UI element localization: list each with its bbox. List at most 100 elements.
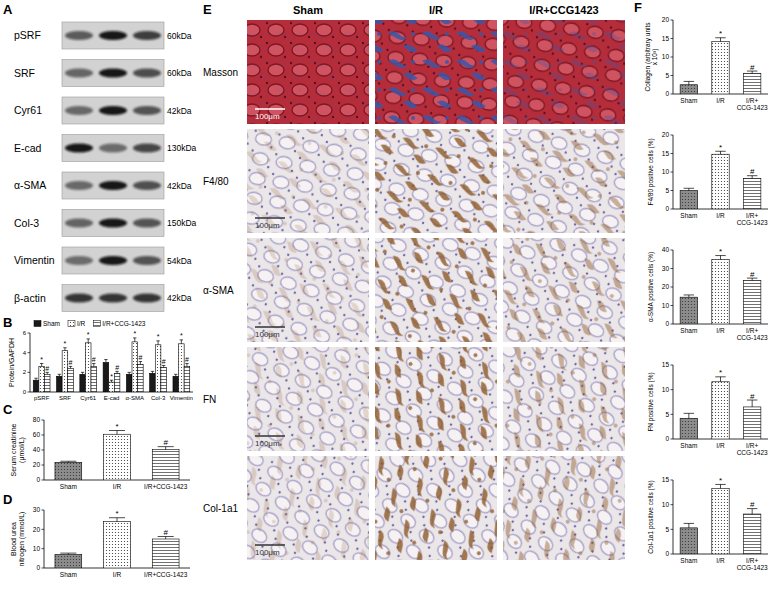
bar	[68, 368, 74, 392]
blot-band	[99, 144, 127, 153]
x-tick-label: I/R	[716, 442, 725, 449]
bars	[55, 431, 179, 481]
bar	[138, 364, 144, 392]
annotations: *#	[719, 143, 755, 176]
tissue-bg	[375, 129, 497, 233]
bar	[55, 462, 82, 480]
blot-size: 42kDa	[167, 181, 192, 191]
error-bar	[684, 413, 694, 418]
x-tick-label: I/R+CCG-1423	[144, 483, 188, 490]
y-tick-label: 15	[662, 35, 670, 42]
blot-size: 60kDa	[167, 31, 192, 41]
blot-label: Vimentin	[14, 254, 55, 266]
stain	[247, 238, 369, 342]
significance-mark: *	[115, 422, 118, 431]
panel-letter: A	[3, 2, 13, 17]
micrograph	[247, 20, 369, 124]
significance-mark: *	[719, 476, 722, 485]
blot-band	[133, 181, 161, 190]
blot-strip	[62, 22, 164, 49]
significance-mark: #	[163, 438, 168, 447]
blot-band	[99, 31, 127, 40]
y-tick-label: 15	[662, 476, 670, 483]
blot-band	[65, 31, 93, 40]
row-label: Masson	[203, 67, 238, 78]
stain	[247, 20, 369, 124]
tissue-bg	[375, 20, 497, 124]
x-tick-label-line: Sham	[680, 442, 697, 449]
bar	[39, 366, 45, 392]
tubules	[503, 347, 625, 451]
y-tick-label: 0	[665, 90, 669, 97]
blot-band	[99, 106, 127, 115]
micrograph	[503, 238, 625, 342]
x-tick-label: I/R	[716, 557, 725, 564]
error-bar	[180, 340, 183, 344]
y-tick-label: 0	[665, 205, 669, 212]
y-axis-title-line: F4/80 positive cells (%)	[647, 138, 655, 205]
bar	[743, 73, 760, 94]
x-tick-label: Col-3	[151, 395, 166, 401]
chart: 0246*******#######pSRFSRFCyr61E-cadα-SMA…	[8, 320, 193, 401]
y-tick-label: 5	[665, 526, 669, 533]
error-bar	[109, 518, 125, 522]
x-tick-label-line: Sham	[60, 571, 77, 578]
bar	[173, 376, 179, 392]
bar	[680, 191, 697, 210]
legend-swatch	[68, 321, 75, 327]
bar	[109, 382, 115, 392]
blot-label: pSRF	[14, 29, 41, 41]
blot-strip	[62, 135, 164, 162]
tissue-bg	[247, 129, 369, 233]
x-tick-label-line: I/R+CCG-1423	[144, 483, 188, 490]
error-bar	[684, 188, 694, 190]
y-axis-title: Serum creatinine(μmol/L)	[10, 423, 26, 476]
tubules	[247, 20, 369, 124]
bar	[680, 297, 697, 324]
bars	[33, 338, 189, 392]
x-tick-label-line: Sham	[680, 212, 697, 219]
blot-band	[65, 219, 93, 228]
y-axis	[673, 480, 674, 554]
legend-swatch	[93, 321, 100, 327]
tubules	[503, 238, 625, 342]
y-tick-label: 10	[662, 302, 670, 309]
micrograph	[247, 347, 369, 451]
x-tick-label: I/R	[716, 327, 725, 334]
x-tick-label-line: Cyr61	[80, 395, 97, 401]
x-tick-label-line: I/R	[113, 483, 122, 490]
significance-mark: #	[185, 356, 189, 363]
column-header: I/R	[429, 4, 443, 16]
tubules	[247, 238, 369, 342]
x-tick-label-line: Sham	[60, 483, 77, 490]
micrograph	[375, 347, 497, 451]
blot-strip	[62, 285, 164, 312]
y-axis-title-line: FN positive cells (%)	[647, 372, 655, 431]
tissue-bg	[375, 238, 497, 342]
y-tick-label: 5	[665, 411, 669, 418]
bar	[712, 488, 729, 554]
micrograph	[503, 129, 625, 233]
bar	[103, 363, 109, 393]
micrograph	[503, 456, 625, 560]
tissue-bg	[503, 238, 625, 342]
blot-strip	[62, 97, 164, 124]
significance-mark: #	[138, 354, 142, 361]
bar	[179, 344, 185, 392]
error-bar	[87, 339, 90, 343]
x-tick-label-line: CCG-1423	[737, 334, 768, 341]
x-tick-label-line: CCG-1423	[737, 104, 768, 111]
y-tick-label: 4	[23, 350, 27, 356]
bar	[743, 281, 760, 324]
x-tick-label-line: SRF	[59, 395, 71, 401]
blot-size: 130kDa	[167, 143, 197, 153]
scale-bar	[255, 326, 285, 328]
bar	[712, 154, 729, 209]
x-tick-label: Sham	[680, 327, 697, 334]
tubules	[247, 456, 369, 560]
blot-label: E-cad	[14, 142, 42, 154]
y-axis-title-line: (μmol/L)	[18, 437, 26, 463]
bar	[712, 260, 729, 324]
bar	[126, 374, 132, 392]
x-tick-label-line: I/R	[716, 557, 725, 564]
